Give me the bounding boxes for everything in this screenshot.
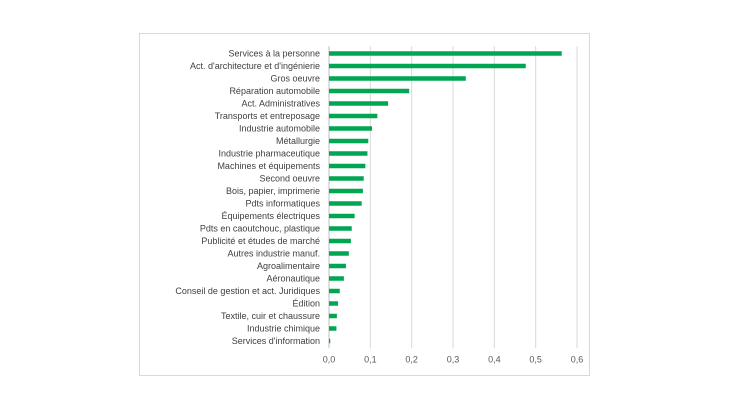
bar xyxy=(329,326,337,331)
bar-chart: Services à la personne Act. d'architectur… xyxy=(175,46,584,364)
bar xyxy=(329,63,526,69)
bar xyxy=(329,238,351,244)
bar xyxy=(329,288,340,294)
bar xyxy=(329,263,346,269)
bar xyxy=(329,188,363,194)
category-labels: Services à la personne Act. d'architectur… xyxy=(175,49,320,347)
bar xyxy=(329,201,362,206)
bar xyxy=(329,113,378,119)
category-label: Second oeuvre xyxy=(259,174,320,184)
bar xyxy=(329,176,364,181)
category-label: Textile, cuir et chaussure xyxy=(221,311,320,321)
x-tick-label: 0,4 xyxy=(488,354,501,364)
category-label: Act. Administratives xyxy=(241,99,320,109)
category-label: Industrie automobile xyxy=(239,124,320,134)
bars xyxy=(329,51,562,344)
bar xyxy=(329,76,466,81)
x-tick-label: 0,3 xyxy=(447,354,460,364)
category-label: Édition xyxy=(292,299,320,309)
x-tick-label: 0,5 xyxy=(529,354,542,364)
category-label: Pdts informatiques xyxy=(245,199,320,209)
category-label: Conseil de gestion et act. Juridiques xyxy=(175,286,320,296)
x-tick-label: 0,6 xyxy=(571,354,584,364)
bar xyxy=(329,163,366,169)
category-label: Machines et équipements xyxy=(217,161,320,171)
bar xyxy=(329,101,389,106)
chart-frame: Services à la personne Act. d'architectur… xyxy=(139,33,590,376)
category-label: Transports et entreposage xyxy=(215,111,320,121)
bar xyxy=(329,301,339,306)
category-label: Pdts en caoutchouc, plastique xyxy=(200,224,320,234)
category-label: Aéronautique xyxy=(266,274,320,284)
category-label: Métallurgie xyxy=(276,136,320,146)
category-label: Autres industrie manuf. xyxy=(227,249,320,259)
category-label: Réparation automobile xyxy=(229,86,320,96)
x-tick-labels: 0,0 0,1 0,2 0,3 0,4 0,5 0,6 xyxy=(323,354,584,364)
bar xyxy=(329,226,352,231)
bar xyxy=(329,51,562,56)
category-label: Services d'information xyxy=(232,336,320,346)
gridlines xyxy=(328,46,578,349)
x-tick-label: 0,0 xyxy=(323,354,336,364)
bar xyxy=(329,151,368,156)
category-label: Publicité et études de marché xyxy=(201,236,320,246)
category-label: Services à la personne xyxy=(228,49,320,59)
x-tick-label: 0,2 xyxy=(405,354,418,364)
bar xyxy=(329,213,355,219)
bar xyxy=(329,138,369,144)
category-label: Gros oeuvre xyxy=(270,74,320,84)
category-label: Act. d'architecture et d'ingénierie xyxy=(190,61,320,71)
category-label: Industrie chimique xyxy=(247,324,320,334)
category-label: Industrie pharmaceutique xyxy=(218,149,320,159)
bar xyxy=(329,251,349,256)
category-label: Bois, papier, imprimerie xyxy=(226,186,320,196)
bar xyxy=(329,276,344,281)
x-tick-label: 0,1 xyxy=(364,354,377,364)
bar xyxy=(329,313,337,319)
category-label: Équipements électriques xyxy=(221,211,320,221)
bar xyxy=(329,88,410,94)
bar xyxy=(329,338,331,344)
bar xyxy=(329,126,372,131)
category-label: Agroalimentaire xyxy=(257,261,320,271)
